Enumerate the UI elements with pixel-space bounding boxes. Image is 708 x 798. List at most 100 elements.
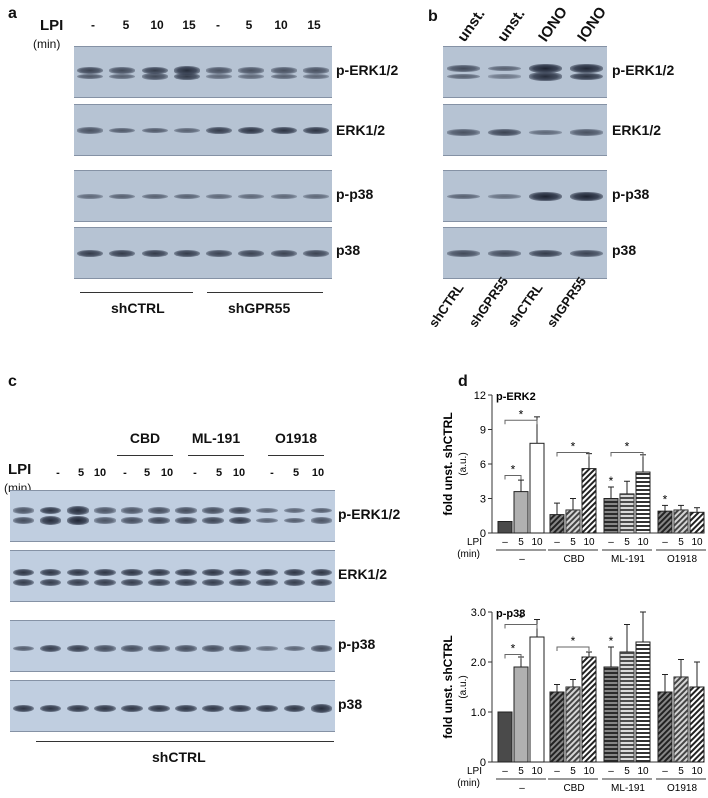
band (229, 645, 252, 652)
band (109, 73, 136, 80)
band (12, 704, 35, 713)
blot-a-pp38 (74, 170, 332, 222)
x-lane-label: – (608, 766, 614, 777)
significance-star: * (625, 440, 630, 454)
lane-c-0: - (56, 467, 60, 479)
band (148, 704, 170, 713)
significance-bracket (504, 419, 538, 425)
bar-2-2 (635, 471, 651, 534)
x-lane-label: 5 (518, 537, 524, 548)
band (270, 250, 297, 257)
band (206, 194, 233, 199)
band (175, 517, 197, 524)
y-label: fold unst. shCTRL (441, 635, 455, 738)
band (256, 704, 279, 713)
significance-bracket (504, 475, 522, 480)
band (148, 578, 170, 587)
band (302, 250, 329, 257)
x-lane-label: – (554, 766, 560, 777)
band (256, 578, 279, 587)
band (529, 130, 562, 135)
significance-bracket (504, 654, 522, 659)
x-lane-label: 5 (678, 537, 684, 548)
band (283, 568, 306, 577)
bar-shade-2-0 (604, 667, 618, 762)
band (310, 645, 333, 652)
band (529, 192, 562, 201)
lane-b-bottom-2: shCTRL (504, 280, 546, 330)
label-a-perk: p-ERK1/2 (336, 62, 399, 78)
significance-star: * (663, 492, 668, 506)
x-lane-label: – (502, 766, 508, 777)
band (202, 704, 224, 713)
blot-c-p38 (10, 680, 335, 732)
x-lane-label: 5 (624, 766, 630, 777)
band (570, 72, 603, 81)
panel-letter-b: b (428, 8, 438, 25)
band (121, 568, 143, 577)
lane-a-2: 10 (150, 18, 164, 32)
band (302, 126, 329, 135)
bar-shade-3-1 (674, 510, 688, 533)
panel-letter-c: c (8, 373, 17, 390)
band (66, 644, 89, 653)
band (109, 249, 136, 258)
band (310, 578, 333, 587)
label-a-p38: p38 (336, 242, 361, 258)
band (310, 704, 333, 713)
bar-shade-3-0 (658, 692, 672, 762)
x-lane-label: 10 (691, 766, 703, 777)
band (109, 193, 136, 200)
band (12, 568, 35, 577)
lane-c-5: 10 (160, 467, 174, 479)
band (66, 578, 89, 587)
band (529, 249, 562, 258)
band (12, 507, 35, 514)
blot-a-p38 (74, 227, 332, 279)
x-group-label: – (519, 783, 525, 794)
band (39, 644, 62, 653)
significance-star: * (511, 463, 516, 477)
significance-bracket (504, 624, 538, 629)
lpi-label-c: LPI (8, 461, 32, 478)
band (488, 65, 521, 72)
band (270, 73, 297, 80)
x-lane-label: – (608, 537, 614, 548)
lpi-label: LPI (467, 766, 482, 777)
lane-a-4: - (216, 18, 220, 32)
blot-a-erk (74, 104, 332, 156)
band (256, 568, 279, 577)
band (206, 126, 233, 135)
x-lane-label: 10 (531, 766, 543, 777)
band (173, 66, 200, 75)
x-lane-label: 5 (570, 537, 576, 548)
label-c-p38: p38 (338, 696, 363, 712)
band (202, 645, 224, 652)
label-a-erk: ERK1/2 (336, 122, 386, 138)
band (173, 249, 200, 258)
band (202, 517, 224, 524)
chart-title: p-p38 (496, 608, 525, 620)
y-tick-label: 0 (480, 528, 486, 540)
lane-c-3: - (123, 467, 127, 479)
lpi-unit: (min) (457, 549, 480, 560)
bar-0-1 (513, 666, 529, 763)
band (202, 578, 224, 587)
y-tick-label: 3 (480, 494, 486, 506)
band (121, 507, 143, 514)
band (238, 194, 265, 199)
band (173, 193, 200, 200)
band (148, 568, 170, 577)
band (12, 517, 35, 524)
blot-b-p38 (443, 227, 607, 279)
treatment-c-2: O1918 (274, 430, 318, 446)
band (229, 704, 252, 713)
band (109, 127, 136, 134)
band (570, 250, 603, 257)
x-lane-label: 10 (583, 537, 595, 548)
band (66, 568, 89, 577)
group-label-a-shctrl: shCTRL (111, 300, 165, 316)
x-group-label: CBD (563, 554, 584, 565)
panel-letter-d: d (458, 373, 468, 390)
